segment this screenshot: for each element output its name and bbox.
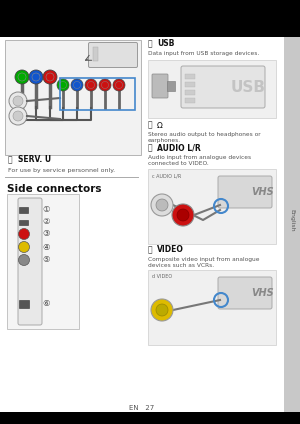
Text: ⓐ: ⓐ (148, 39, 153, 48)
Text: Side connectors: Side connectors (7, 184, 101, 194)
Circle shape (9, 92, 27, 110)
Circle shape (85, 79, 97, 91)
Bar (167, 81, 175, 91)
Text: c AUDIO L/R: c AUDIO L/R (152, 173, 181, 178)
Text: VIDEO: VIDEO (157, 245, 184, 254)
Bar (19, 207, 28, 213)
Circle shape (156, 199, 168, 211)
Text: EN   27: EN 27 (129, 405, 155, 411)
Circle shape (151, 194, 173, 216)
Text: AUDIO L/R: AUDIO L/R (157, 143, 201, 153)
Circle shape (19, 242, 29, 253)
Bar (185, 74, 195, 79)
Bar (19, 300, 29, 308)
Circle shape (151, 299, 173, 321)
Circle shape (29, 70, 43, 84)
Text: USB: USB (230, 81, 266, 95)
Text: Ω: Ω (157, 120, 163, 129)
Text: d VIDEO: d VIDEO (152, 274, 172, 279)
Text: Stereo audio output to headphones or
earphones.: Stereo audio output to headphones or ear… (148, 132, 261, 143)
Bar (284, 37, 300, 412)
Bar (93, 47, 98, 61)
Text: ④: ④ (42, 243, 50, 251)
Text: ⓓ: ⓓ (148, 245, 153, 254)
Circle shape (13, 111, 23, 121)
Text: ⑥: ⑥ (42, 299, 50, 309)
Text: Audio input from analogue devices
connected to VIDEO.: Audio input from analogue devices connec… (148, 155, 251, 166)
Text: For use by service personnel only.: For use by service personnel only. (8, 168, 115, 173)
Circle shape (9, 107, 27, 125)
Circle shape (13, 96, 23, 106)
Bar (148, 270, 276, 345)
Bar (0, 37, 300, 412)
Circle shape (71, 79, 83, 91)
Circle shape (172, 204, 194, 226)
Bar (7, 194, 79, 329)
Bar (19, 220, 28, 225)
Text: ①: ① (42, 206, 50, 215)
Bar (185, 82, 195, 87)
Circle shape (57, 79, 69, 91)
Text: ②: ② (42, 218, 50, 226)
Text: VHS: VHS (252, 288, 274, 298)
FancyBboxPatch shape (18, 198, 42, 325)
Bar (148, 169, 276, 244)
Text: SERV. U: SERV. U (18, 156, 51, 165)
Bar (5, 40, 141, 155)
Circle shape (19, 229, 29, 240)
Text: VHS: VHS (252, 187, 274, 197)
Bar (185, 90, 195, 95)
Circle shape (43, 70, 57, 84)
FancyBboxPatch shape (218, 176, 272, 208)
Circle shape (15, 70, 29, 84)
Bar (148, 60, 276, 118)
Text: Composite video input from analogue
devices such as VCRs.: Composite video input from analogue devi… (148, 257, 260, 268)
FancyBboxPatch shape (152, 74, 168, 98)
FancyBboxPatch shape (218, 277, 272, 309)
Text: ⑤: ⑤ (42, 256, 50, 265)
Text: ⓒ: ⓒ (148, 143, 153, 153)
Text: ⓑ: ⓑ (148, 120, 153, 129)
Circle shape (99, 79, 111, 91)
Text: English: English (290, 209, 295, 232)
Bar (60, 78, 135, 110)
Circle shape (113, 79, 125, 91)
Circle shape (156, 304, 168, 316)
Text: USB: USB (157, 39, 174, 48)
Text: ⓖ: ⓖ (8, 156, 13, 165)
FancyBboxPatch shape (88, 42, 137, 67)
Circle shape (19, 254, 29, 265)
FancyBboxPatch shape (181, 66, 265, 108)
Circle shape (177, 209, 189, 221)
Text: ③: ③ (42, 229, 50, 238)
Bar (185, 98, 195, 103)
Text: Data input from USB storage devices.: Data input from USB storage devices. (148, 51, 259, 56)
